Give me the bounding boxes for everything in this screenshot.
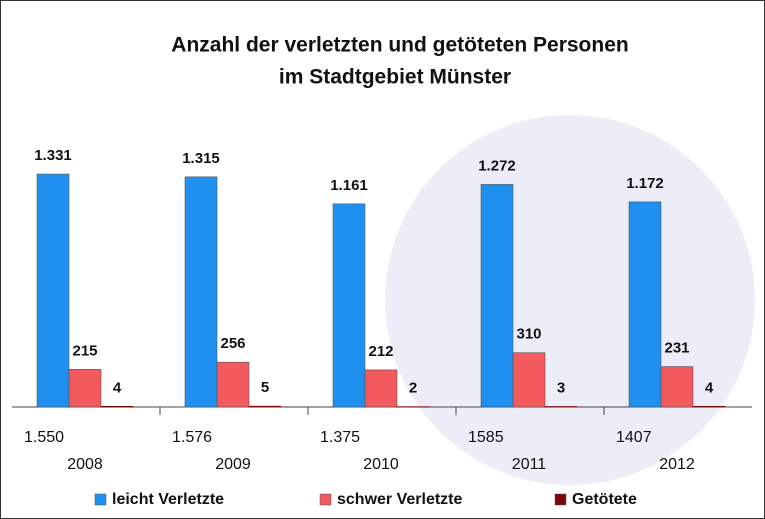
value-label: 1.161 (330, 177, 368, 194)
value-label: 212 (368, 343, 393, 360)
legend-label: schwer Verletzte (337, 491, 463, 508)
bar (364, 369, 398, 408)
total-label: 1.576 (172, 429, 212, 446)
value-label: 231 (664, 340, 689, 357)
watermark (385, 115, 755, 485)
bar (248, 405, 282, 408)
bar (660, 366, 694, 408)
bar (628, 201, 662, 408)
bar (36, 173, 70, 408)
legend-label: leicht Verletzte (112, 491, 224, 508)
legend-swatch (319, 493, 332, 506)
bar (512, 352, 546, 408)
value-label: 4 (113, 379, 122, 396)
x-tick-label: 2010 (363, 456, 399, 473)
bar (68, 369, 102, 408)
x-tick-label: 2011 (512, 456, 547, 473)
value-label: 310 (516, 326, 541, 343)
bar (692, 405, 726, 408)
total-label: 1585 (468, 429, 504, 446)
bar (216, 361, 250, 408)
chart-title: im Stadtgebiet Münster (279, 66, 511, 89)
total-label: 1.375 (320, 429, 360, 446)
value-label: 4 (705, 379, 714, 396)
x-tick-label: 2012 (659, 456, 695, 473)
value-label: 1.272 (478, 157, 516, 174)
value-label: 1.172 (626, 175, 664, 192)
total-label: 1407 (616, 429, 652, 446)
value-label: 2 (409, 380, 417, 397)
legend-swatch (554, 493, 567, 506)
bar (332, 203, 366, 408)
bar (480, 184, 514, 408)
bar (100, 405, 134, 408)
bar (544, 406, 578, 408)
legend-label: Getötete (572, 491, 637, 508)
bar (184, 176, 218, 408)
value-label: 256 (220, 335, 245, 352)
total-label: 1.550 (24, 429, 64, 446)
legend-swatch (94, 493, 107, 506)
chart-title: Anzahl der verletzten und getöteten Pers… (171, 34, 628, 57)
value-label: 1.315 (182, 150, 220, 167)
x-tick-label: 2008 (67, 456, 103, 473)
value-label: 3 (557, 379, 565, 396)
x-tick-label: 2009 (215, 456, 251, 473)
value-label: 215 (72, 342, 97, 359)
value-label: 5 (261, 379, 269, 396)
value-label: 1.331 (34, 147, 72, 164)
